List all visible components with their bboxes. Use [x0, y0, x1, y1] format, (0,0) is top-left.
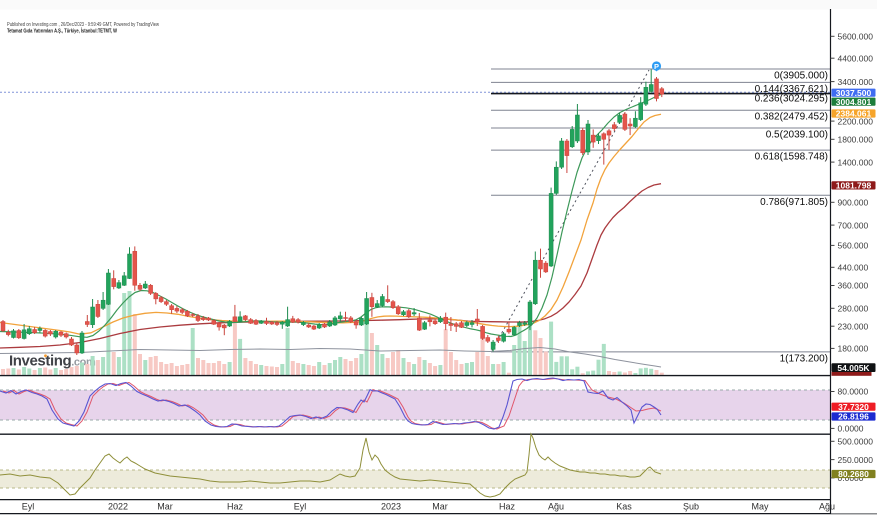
svg-text:Ağu: Ağu	[819, 502, 835, 512]
svg-text:May: May	[751, 502, 769, 512]
svg-text:700.000: 700.000	[838, 220, 869, 230]
svg-text:3004.801: 3004.801	[836, 97, 872, 107]
svg-text:500.0000: 500.0000	[838, 437, 874, 447]
svg-text:560.000: 560.000	[838, 241, 869, 251]
svg-text:37.7320: 37.7320	[838, 402, 869, 412]
svg-text:230.000: 230.000	[838, 321, 869, 331]
svg-text:Published on Investing.com , 2: Published on Investing.com , 26/Dec/2023…	[7, 22, 159, 28]
svg-text:900.000: 900.000	[838, 198, 869, 208]
svg-text:Tetamat Gıda Yatırımları A.Ş.,: Tetamat Gıda Yatırımları A.Ş., Türkiye, …	[7, 27, 118, 34]
svg-text:2200.000: 2200.000	[838, 116, 874, 126]
svg-text:Kas: Kas	[616, 502, 632, 512]
svg-text:0.618(1598.748): 0.618(1598.748)	[755, 152, 828, 163]
svg-text:1800.000: 1800.000	[838, 135, 874, 145]
svg-text:5600.000: 5600.000	[838, 32, 874, 42]
svg-text:2023: 2023	[381, 502, 401, 512]
svg-text:1400.000: 1400.000	[838, 157, 874, 167]
svg-text:0.0000: 0.0000	[838, 424, 864, 434]
svg-text:Haz: Haz	[499, 502, 516, 512]
svg-text:80.0000: 80.0000	[838, 387, 869, 397]
svg-text:280.000: 280.000	[838, 304, 869, 314]
svg-text:1(173.200): 1(173.200)	[780, 353, 828, 364]
svg-text:Mar: Mar	[157, 502, 173, 512]
svg-text:0.144(3367.621): 0.144(3367.621)	[755, 84, 828, 95]
svg-text:3400.000: 3400.000	[838, 77, 874, 87]
svg-text:2022: 2022	[108, 502, 128, 512]
svg-text:2384.061: 2384.061	[836, 109, 872, 119]
svg-text:4400.000: 4400.000	[838, 53, 874, 63]
svg-text:Eyl: Eyl	[294, 502, 307, 512]
svg-text:3037.500: 3037.500	[836, 88, 872, 98]
svg-text:0.5(2039.100): 0.5(2039.100)	[766, 130, 828, 141]
svg-text:P: P	[654, 62, 659, 71]
svg-text:1081.798: 1081.798	[836, 181, 872, 191]
svg-text:Şub: Şub	[683, 502, 699, 512]
svg-text:26.8196: 26.8196	[838, 412, 869, 422]
svg-text:Mar: Mar	[432, 502, 448, 512]
svg-text:0.236(3024.295): 0.236(3024.295)	[755, 94, 828, 105]
svg-text:0(3905.000): 0(3905.000)	[774, 71, 828, 82]
svg-text:0.382(2479.452): 0.382(2479.452)	[755, 112, 828, 123]
svg-text:250.0000: 250.0000	[838, 455, 874, 465]
svg-text:Ağu: Ağu	[548, 502, 564, 512]
svg-text:0.786(971.805): 0.786(971.805)	[760, 197, 828, 208]
svg-text:54.005K: 54.005K	[837, 363, 870, 373]
svg-text:Eyl: Eyl	[22, 502, 35, 512]
svg-text:440.000: 440.000	[838, 263, 869, 273]
svg-text:360.000: 360.000	[838, 281, 869, 291]
svg-text:180.000: 180.000	[838, 344, 869, 354]
svg-text:80.2680: 80.2680	[838, 469, 869, 479]
svg-text:Haz: Haz	[227, 502, 244, 512]
